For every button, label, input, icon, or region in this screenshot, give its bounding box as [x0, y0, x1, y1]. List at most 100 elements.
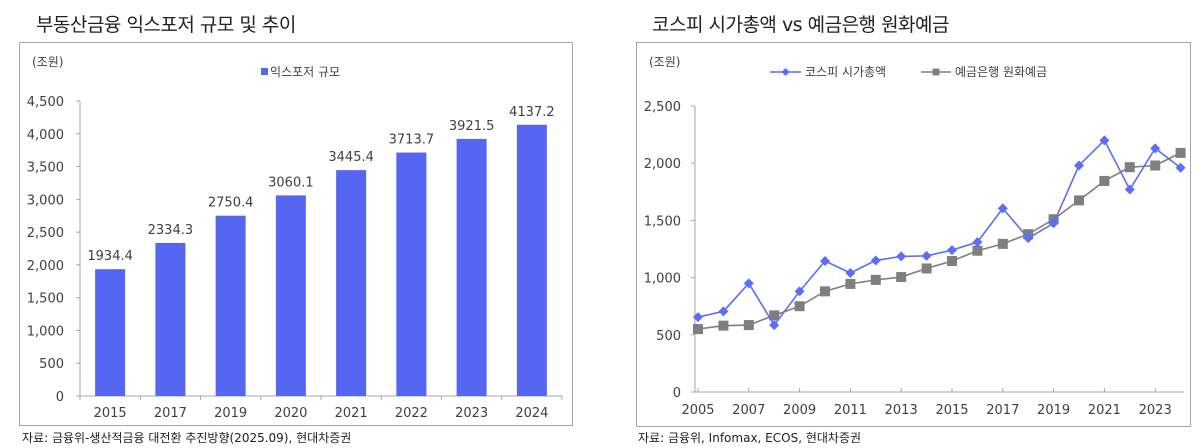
square-marker-icon [1074, 195, 1084, 206]
bar-value-label: 4137.2 [509, 105, 555, 120]
right-chart-frame: (조원) 코스피 시가총액 예금은행 원화예금 0 500 1,000 1,500 2,000… [636, 42, 1191, 427]
square-marker-icon [743, 320, 754, 331]
x-tick-label: 2019 [1037, 403, 1070, 418]
x-tick-label: 2023 [455, 406, 488, 421]
diamond-marker-icon [1048, 218, 1059, 229]
square-marker-icon [921, 263, 932, 274]
square-marker-icon [1175, 147, 1186, 158]
y-tick-label: 2,500 [644, 100, 681, 115]
square-marker-icon [769, 310, 780, 321]
bar [215, 215, 246, 396]
y-tick-label: 4,500 [27, 95, 64, 110]
x-tick-label: 2005 [681, 403, 714, 418]
bar-value-label: 3921.5 [449, 119, 495, 134]
x-tick-label: 2024 [515, 406, 548, 421]
y-tick-label: 1,000 [27, 324, 64, 339]
x-tick-label: 2019 [214, 406, 247, 421]
diamond-marker-icon [794, 286, 805, 297]
line-chart: (조원) 코스피 시가총액 예금은행 원화예금 0 500 1,000 1,500 2,000… [644, 55, 1186, 418]
diamond-marker-icon [997, 203, 1008, 214]
legend-swatch-icon [261, 68, 268, 75]
y-tick-label: 1,000 [644, 272, 681, 287]
square-marker-icon [1150, 160, 1161, 171]
bar-chart: (조원) 익스포저 규모 0 500 1,000 1,500 2,000 2,500 3,000… [27, 55, 563, 421]
legend-label: 익스포저 규모 [270, 65, 340, 79]
bar-value-label: 2334.3 [148, 223, 194, 238]
square-marker-icon [997, 238, 1008, 249]
diamond-marker-icon [1150, 143, 1161, 154]
y-tick-label: 2,000 [27, 259, 64, 274]
bar-value-label: 3445.4 [328, 150, 374, 165]
diamond-marker-icon [718, 306, 729, 317]
diamond-marker-icon [769, 320, 780, 331]
x-tick-label: 2022 [395, 406, 428, 421]
square-marker-icon [1099, 175, 1110, 186]
legend-label-kospi: 코스피 시가총액 [805, 65, 886, 79]
bar [456, 138, 487, 396]
y-tick-label: 1,500 [644, 214, 681, 229]
x-tick-label: 2021 [1088, 403, 1121, 418]
square-marker-icon [972, 245, 983, 256]
legend: 익스포저 규모 [261, 65, 340, 79]
bar-value-label: 3713.7 [389, 133, 435, 148]
square-marker-icon [896, 272, 907, 283]
legend: 코스피 시가총액 예금은행 원화예금 [770, 64, 1047, 79]
bar-value-label: 2750.4 [208, 196, 254, 211]
square-marker-icon [718, 320, 729, 331]
y-tick-label: 500 [656, 329, 681, 344]
right-chart-title: 코스피 시가총액 vs 예금은행 원화예금 [652, 14, 950, 36]
legend-diamond-icon [781, 68, 790, 76]
square-marker-icon [870, 274, 881, 285]
square-marker-icon [845, 278, 856, 289]
square-marker-icon [1124, 162, 1135, 173]
y-tick-label: 3,500 [27, 161, 64, 176]
square-marker-icon [693, 324, 703, 335]
y-unit-label: (조원) [649, 55, 680, 69]
y-tick-label: 3,000 [27, 193, 64, 208]
x-tick-label: 2007 [732, 403, 765, 418]
bar-value-label: 1934.4 [87, 249, 133, 264]
series-deposit [693, 147, 1186, 335]
bar [275, 195, 306, 396]
left-chart-frame: (조원) 익스포저 규모 0 500 1,000 1,500 2,000 2,500 3,000… [19, 42, 573, 426]
x-tick-label: 2015 [935, 403, 968, 418]
x-tick-label: 2013 [885, 403, 918, 418]
x-tick-label: 2017 [986, 403, 1019, 418]
legend-square-icon [932, 68, 940, 76]
diamond-marker-icon [870, 255, 881, 266]
y-tick-label: 500 [39, 357, 64, 372]
y-tick-label: 2,000 [644, 157, 681, 172]
x-tick-label: 2017 [154, 406, 187, 421]
bar-value-label: 3060.1 [268, 175, 314, 190]
diamond-marker-icon [947, 245, 957, 256]
square-marker-icon [947, 256, 957, 267]
y-tick-label: 4,000 [27, 128, 64, 143]
x-tick-label: 2011 [834, 403, 867, 418]
x-tick-label: 2021 [335, 406, 368, 421]
diamond-marker-icon [693, 312, 703, 323]
x-tick-label: 2009 [783, 403, 816, 418]
y-unit-label: (조원) [32, 55, 63, 69]
x-tick-label: 2020 [274, 406, 307, 421]
x-tick-label: 2015 [94, 406, 127, 421]
diamond-marker-icon [743, 278, 754, 289]
diamond-marker-icon [1099, 135, 1110, 146]
right-chart-source: 자료: 금융위, Infomax, ECOS, 현대차증권 [638, 431, 862, 445]
bar [155, 242, 186, 396]
diamond-marker-icon [921, 250, 932, 261]
y-tick-label: 2,500 [27, 226, 64, 241]
bar [516, 124, 547, 396]
y-tick-label: 1,500 [27, 292, 64, 307]
left-chart-title: 부동산금융 익스포저 규모 및 추이 [36, 14, 296, 36]
diamond-marker-icon [972, 237, 983, 248]
y-tick-label: 0 [673, 386, 681, 401]
x-tick-label: 2023 [1139, 403, 1172, 418]
left-chart-source: 자료: 금융위-생산적금융 대전환 추진방향(2025.09), 현대차증권 [22, 431, 352, 445]
square-marker-icon [820, 286, 830, 297]
diamond-marker-icon [1175, 162, 1186, 173]
diamond-marker-icon [1074, 160, 1084, 171]
bar [396, 152, 427, 396]
y-tick-label: 0 [56, 390, 64, 405]
bar [95, 269, 126, 396]
series-kospi [693, 135, 1186, 331]
